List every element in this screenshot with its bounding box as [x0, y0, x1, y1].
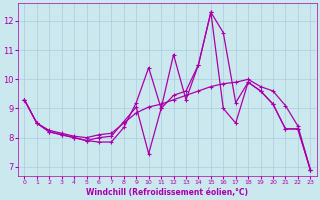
- X-axis label: Windchill (Refroidissement éolien,°C): Windchill (Refroidissement éolien,°C): [86, 188, 248, 197]
